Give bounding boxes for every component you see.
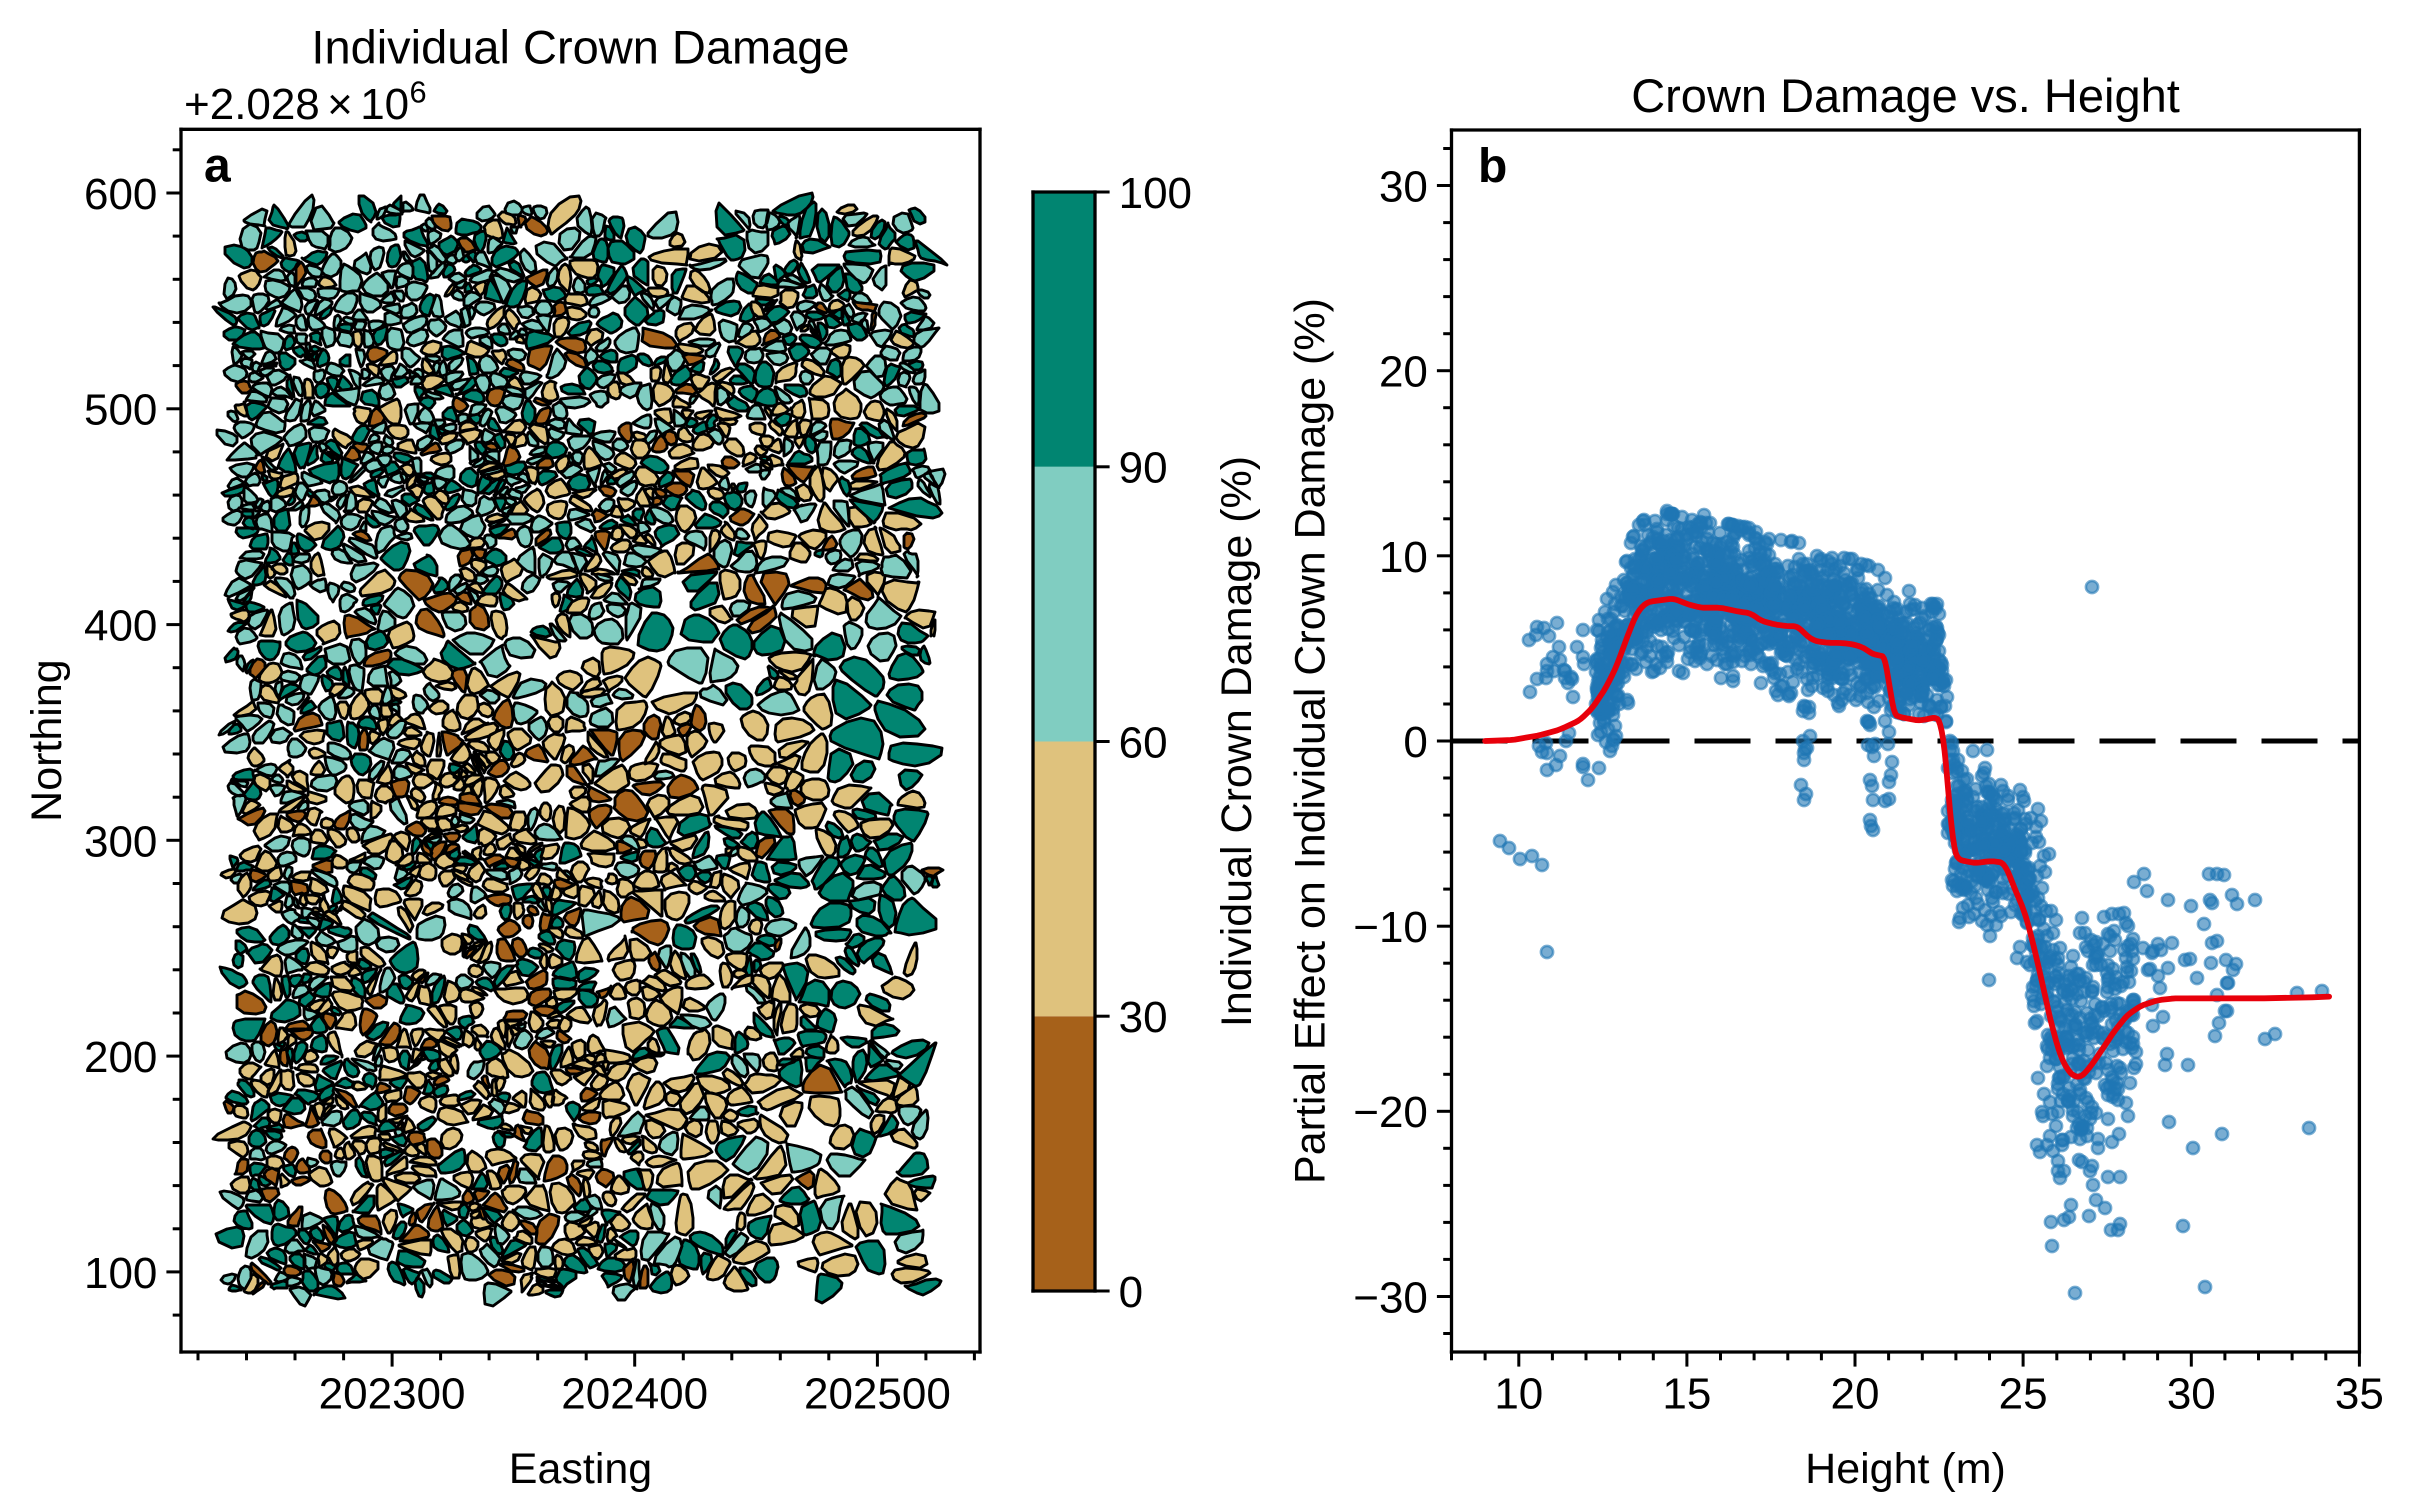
svg-text:90: 90 [1119,444,1168,493]
svg-text:−20: −20 [1353,1088,1428,1137]
svg-text:15: 15 [1662,1370,1711,1419]
svg-text:202500: 202500 [804,1370,951,1419]
svg-text:202300: 202300 [319,1370,466,1419]
svg-text:20: 20 [1831,1370,1880,1419]
svg-text:35: 35 [2335,1370,2384,1419]
svg-text:10: 10 [1494,1370,1543,1419]
svg-text:30: 30 [2167,1370,2216,1419]
svg-text:30: 30 [1379,163,1428,212]
svg-text:0: 0 [1119,1268,1143,1317]
svg-text:20: 20 [1379,348,1428,397]
svg-text:a: a [204,139,231,192]
svg-text:500: 500 [84,386,157,435]
svg-text:30: 30 [1119,993,1168,1042]
svg-text:300: 300 [84,817,157,866]
svg-text:200: 200 [84,1033,157,1082]
svg-text:400: 400 [84,602,157,651]
svg-text:Easting: Easting [509,1445,652,1493]
svg-text:Crown Damage vs. Height: Crown Damage vs. Height [1631,69,2180,122]
svg-text:202400: 202400 [561,1370,708,1419]
svg-text:0: 0 [1403,718,1427,767]
svg-text:Partial Effect on Individual C: Partial Effect on Individual Crown Damag… [1286,298,1334,1184]
svg-text:Height (m): Height (m) [1805,1445,2006,1493]
svg-text:60: 60 [1119,718,1168,767]
svg-text:10: 10 [1379,533,1428,582]
svg-text:+ 2 . 0 2 8 × 1 0 6: + 2 . 0 2 8 × 1 0 6 [184,75,427,129]
svg-text:100: 100 [84,1249,157,1298]
svg-text:b: b [1478,140,1507,193]
svg-text:−10: −10 [1353,903,1428,952]
svg-text:25: 25 [1999,1370,2048,1419]
svg-text:Individual Crown Damage: Individual Crown Damage [311,20,849,73]
svg-text:Individual Crown Damage (%): Individual Crown Damage (%) [1213,456,1261,1027]
svg-text:−30: −30 [1353,1273,1428,1322]
svg-text:Northing: Northing [23,659,71,822]
svg-text:600: 600 [84,170,157,219]
svg-text:100: 100 [1119,169,1192,218]
